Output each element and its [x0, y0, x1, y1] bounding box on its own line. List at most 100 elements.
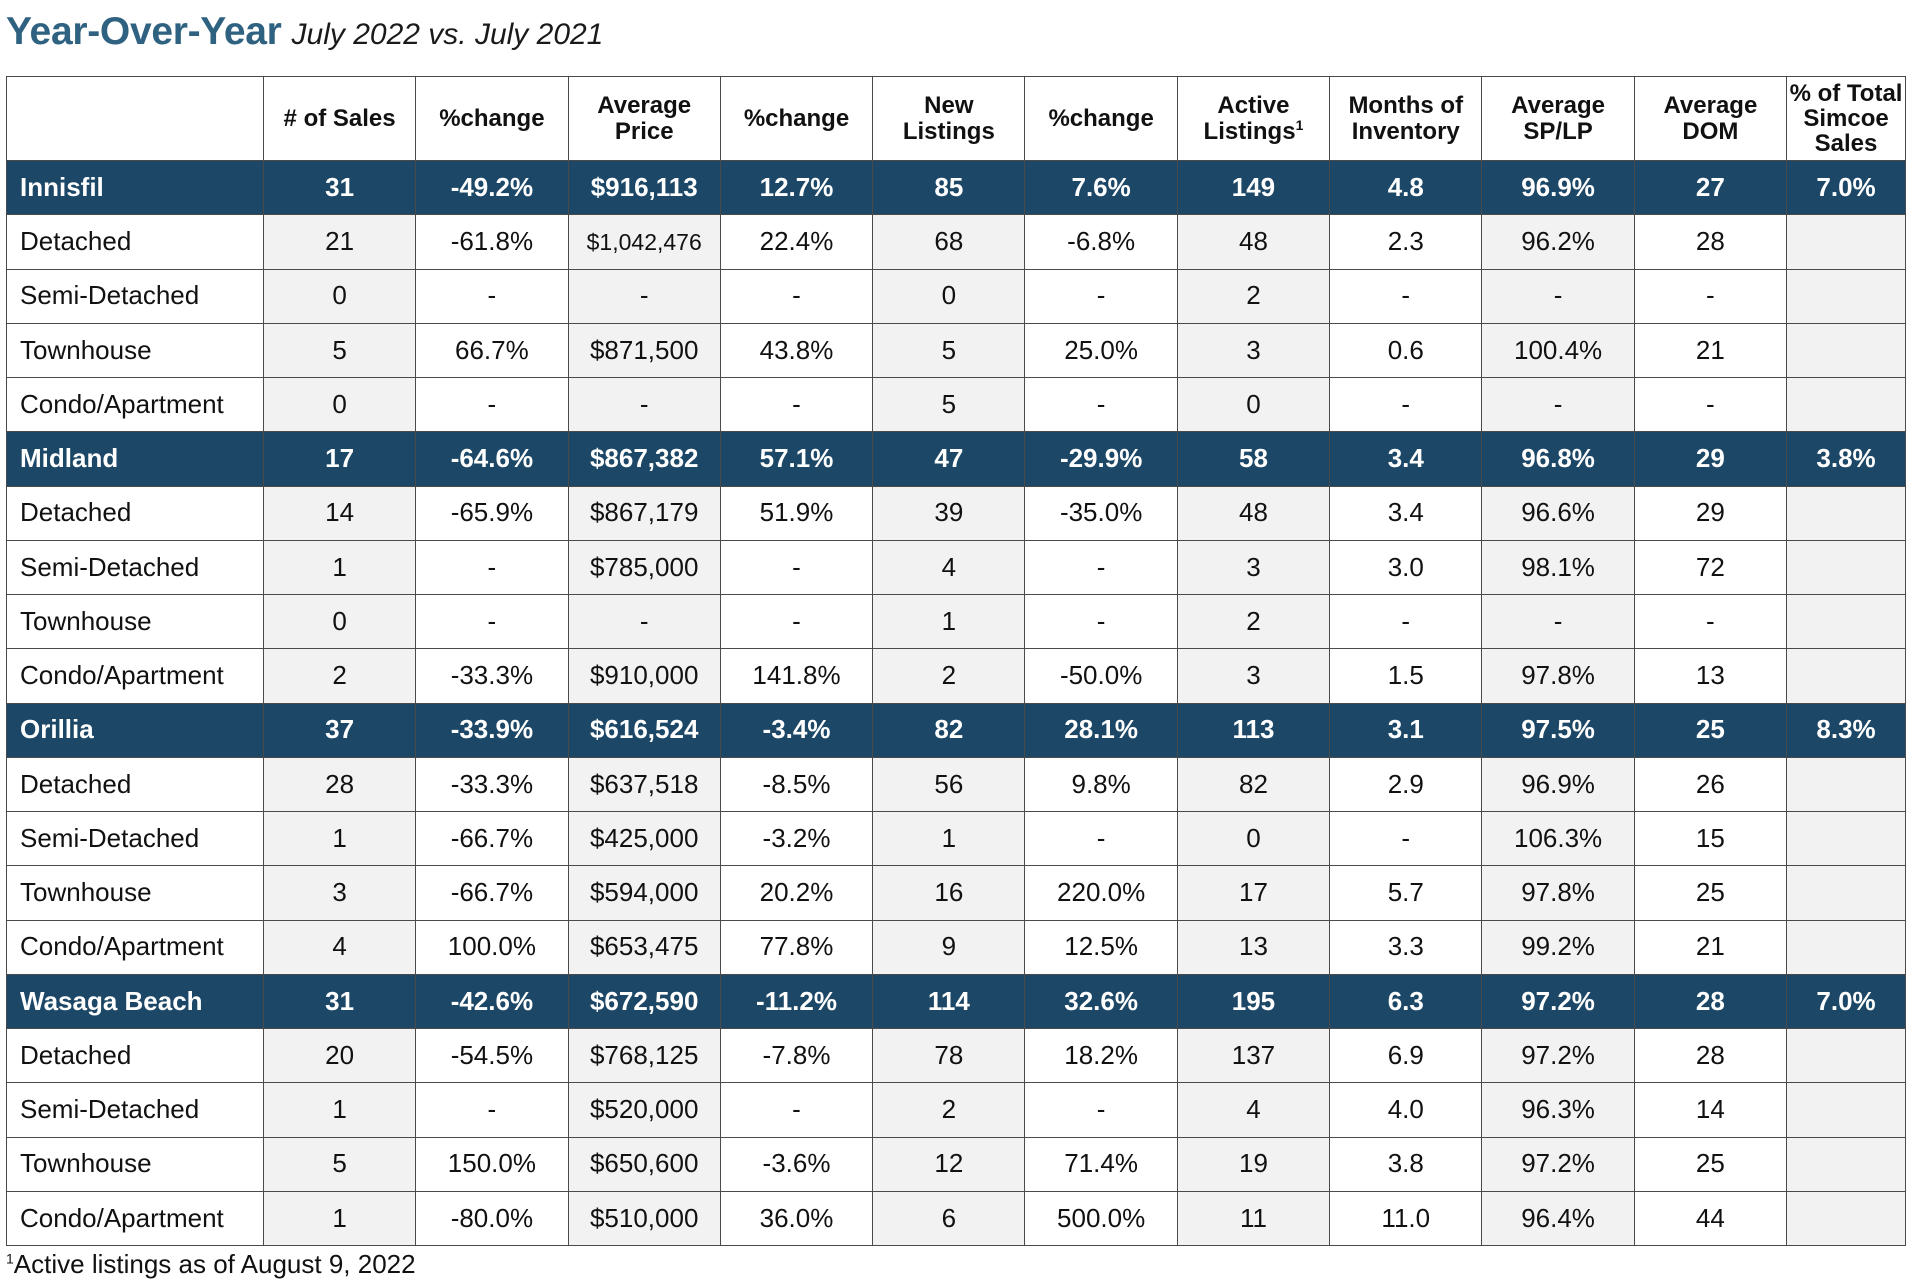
column-header: Average DOM	[1633, 76, 1788, 161]
property-type-row: Semi-Detached 0- - -0-2- - -	[6, 268, 1906, 324]
table-cell: 7.0%	[1786, 973, 1906, 1030]
table-cell: $650,600	[567, 1136, 721, 1192]
header-blank	[6, 76, 264, 161]
table-cell: 13	[1633, 648, 1788, 704]
table-cell: -	[1633, 593, 1788, 650]
table-cell: 15	[1633, 810, 1788, 867]
table-cell: 25	[1633, 702, 1788, 758]
table-cell: 7.6%	[1024, 159, 1178, 216]
table-cell: 9	[872, 919, 1026, 975]
table-cell: -3.6%	[719, 1136, 874, 1192]
table-cell: $1,042,476	[567, 214, 721, 270]
column-header: New Listings	[872, 76, 1026, 161]
table-cell: 6.3	[1329, 973, 1483, 1030]
table-cell: 18.2%	[1024, 1027, 1178, 1084]
table-cell: 48	[1176, 214, 1331, 270]
property-type-row: Semi-Detached 1- $520,000-2-4 4.0 96.3% 14	[6, 1082, 1906, 1138]
table-cell	[1786, 268, 1906, 324]
table-cell: -	[1024, 376, 1178, 433]
table-cell: 39	[872, 485, 1026, 541]
table-cell: 0	[262, 376, 417, 433]
area-row: Midland 17 -64.6% $867,382 57.1% 47 -29.9% 58 3.…	[6, 431, 1906, 487]
table-cell: 9.8%	[1024, 756, 1178, 813]
table-cell: 16	[872, 865, 1026, 921]
table-cell: 28	[262, 756, 417, 813]
table-cell: 28	[1633, 214, 1788, 270]
table-cell: -	[415, 268, 569, 324]
table-cell: -	[1633, 376, 1788, 433]
table-cell: 96.2%	[1481, 214, 1635, 270]
table-cell: 8.3%	[1786, 702, 1906, 758]
table-cell: 97.2%	[1481, 1027, 1635, 1084]
table-cell: -	[719, 268, 874, 324]
table-cell: 4.0	[1329, 1082, 1483, 1138]
table-cell: 4	[262, 919, 417, 975]
table-cell: -3.4%	[719, 702, 874, 758]
table-cell: 106.3%	[1481, 810, 1635, 867]
table-cell: 77.8%	[719, 919, 874, 975]
property-type: Townhouse	[6, 865, 264, 921]
table-cell: 51.9%	[719, 485, 874, 541]
table-cell	[1786, 539, 1906, 596]
table-cell: 5	[872, 322, 1026, 379]
table-cell: 3	[1176, 539, 1331, 596]
table-cell: 32.6%	[1024, 973, 1178, 1030]
table-cell: -35.0%	[1024, 485, 1178, 541]
table-cell: -80.0%	[415, 1190, 569, 1247]
table-cell: 27	[1633, 159, 1788, 216]
column-header-line: Inventory	[1351, 117, 1460, 145]
table-cell: 97.8%	[1481, 865, 1635, 921]
table-cell: -	[1481, 593, 1635, 650]
table-cell	[1786, 1136, 1906, 1192]
column-header-line: Simcoe	[1803, 104, 1889, 132]
table-cell: 96.4%	[1481, 1190, 1635, 1247]
column-header-line: Active	[1217, 91, 1290, 119]
table-cell: -29.9%	[1024, 431, 1178, 487]
table-cell: 37	[262, 702, 417, 758]
table-cell: 2.9	[1329, 756, 1483, 813]
table-cell: 96.6%	[1481, 485, 1635, 541]
table-cell: 78	[872, 1027, 1026, 1084]
property-type: Semi-Detached	[6, 539, 264, 596]
table-cell: -	[1329, 376, 1483, 433]
table-cell: 6	[872, 1190, 1026, 1247]
table-cell: $594,000	[567, 865, 721, 921]
table-cell	[1786, 756, 1906, 813]
property-type-row: Condo/Apartment 2 -33.3% $910,000 141.8% 2 -50…	[6, 648, 1906, 704]
table-cell: 82	[1176, 756, 1331, 813]
table-cell: 3.8	[1329, 1136, 1483, 1192]
table-cell: -	[1024, 593, 1178, 650]
property-type-row: Condo/Apartment 4 100.0% $653,475 77.8% 9 12.5…	[6, 919, 1906, 975]
table-cell	[1786, 214, 1906, 270]
area-row: Orillia 37 -33.9% $616,524 -3.4% 82 28.1% 113 3.…	[6, 702, 1906, 758]
table-cell	[1786, 810, 1906, 867]
column-header-line: # of Sales	[283, 104, 396, 132]
table-cell: -	[719, 539, 874, 596]
table-cell: 48	[1176, 485, 1331, 541]
column-header: % of Total Simcoe Sales	[1786, 76, 1906, 161]
column-header-line: Sales	[1814, 130, 1878, 158]
property-type: Condo/Apartment	[6, 376, 264, 433]
table-cell: 195	[1176, 973, 1331, 1030]
table-cell	[1786, 1027, 1906, 1084]
table-cell: 20	[262, 1027, 417, 1084]
table-cell: 28.1%	[1024, 702, 1178, 758]
footnote: 1Active listings as of August 9, 2022	[6, 1249, 416, 1280]
table-cell: -	[1024, 810, 1178, 867]
table-cell: $425,000	[567, 810, 721, 867]
table-cell: -33.3%	[415, 756, 569, 813]
table-cell: 44	[1633, 1190, 1788, 1247]
column-header-line: Average	[1511, 92, 1605, 120]
table-cell: 137	[1176, 1027, 1331, 1084]
table-cell: 1	[872, 810, 1026, 867]
table-cell: 5.7	[1329, 865, 1483, 921]
column-header-line: %change	[743, 104, 850, 132]
table-cell: 72	[1633, 539, 1788, 596]
table-cell: 14	[262, 485, 417, 541]
table-cell: 3.3	[1329, 919, 1483, 975]
table-cell: 66.7%	[415, 322, 569, 379]
table-cell: 11.0	[1329, 1190, 1483, 1247]
table-cell: 25.0%	[1024, 322, 1178, 379]
table-cell: -	[719, 593, 874, 650]
table-cell: 99.2%	[1481, 919, 1635, 975]
